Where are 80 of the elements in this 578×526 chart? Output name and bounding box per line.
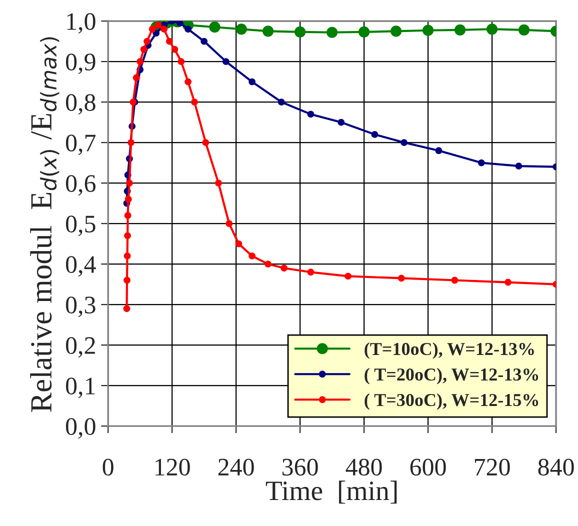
point bbox=[264, 260, 272, 268]
point bbox=[515, 162, 522, 170]
x-tick-label: 720 bbox=[474, 458, 510, 476]
point bbox=[124, 252, 131, 260]
point bbox=[451, 276, 458, 284]
point bbox=[200, 38, 208, 45]
x-tick-label: 480 bbox=[346, 458, 382, 476]
point bbox=[124, 232, 132, 240]
point bbox=[326, 26, 338, 38]
x-tick-label: 360 bbox=[282, 458, 318, 476]
point bbox=[123, 305, 130, 312]
point bbox=[124, 212, 132, 219]
y-tick-label: 0,7 bbox=[66, 134, 96, 156]
point bbox=[248, 252, 256, 260]
point bbox=[136, 58, 144, 66]
x-tick-label: 0 bbox=[102, 458, 114, 476]
point bbox=[215, 180, 222, 187]
point bbox=[144, 38, 150, 45]
point bbox=[176, 21, 184, 27]
x-axis-title: Time [min] bbox=[266, 480, 397, 504]
point bbox=[222, 58, 230, 66]
point bbox=[236, 24, 247, 35]
point bbox=[132, 74, 140, 82]
point bbox=[338, 118, 345, 126]
point bbox=[160, 26, 168, 33]
point bbox=[209, 22, 220, 33]
point bbox=[518, 24, 530, 36]
point bbox=[140, 46, 148, 53]
x-tick-label: 240 bbox=[218, 458, 254, 476]
point bbox=[124, 276, 130, 284]
point bbox=[154, 22, 162, 29]
point bbox=[422, 24, 434, 36]
point bbox=[278, 98, 285, 106]
point bbox=[307, 268, 314, 276]
point bbox=[478, 159, 485, 166]
point bbox=[504, 278, 512, 286]
point bbox=[454, 24, 466, 36]
point bbox=[262, 26, 274, 37]
y-tick-label: 0,8 bbox=[66, 94, 96, 115]
point bbox=[226, 220, 233, 228]
x-tick-label: 840 bbox=[538, 458, 574, 476]
point bbox=[126, 180, 133, 187]
point bbox=[191, 98, 198, 106]
y-tick-label: 0,2 bbox=[66, 337, 95, 358]
point bbox=[307, 110, 314, 118]
point bbox=[178, 58, 185, 66]
legend-label: (T=10oC), W=12-13% bbox=[364, 342, 534, 359]
y-tick-label: 0,9 bbox=[66, 54, 96, 74]
point bbox=[294, 26, 306, 38]
point bbox=[280, 264, 288, 272]
y-tick-label: 0,6 bbox=[66, 175, 96, 196]
y-tick-label: 0,4 bbox=[66, 256, 96, 277]
point bbox=[166, 38, 173, 45]
point bbox=[184, 78, 192, 86]
point bbox=[202, 139, 210, 146]
y-tick-label: 0,1 bbox=[66, 378, 95, 398]
y-tick-label: 1,0 bbox=[67, 13, 96, 34]
point bbox=[398, 274, 405, 282]
y-tick-label: 0,3 bbox=[66, 296, 96, 318]
point bbox=[248, 78, 256, 86]
y-tick-label: 0,0 bbox=[66, 418, 96, 439]
legend-label: ( T=30oC), W=12-15% bbox=[364, 393, 538, 410]
point bbox=[358, 26, 370, 38]
point bbox=[124, 196, 132, 203]
x-tick-label: 120 bbox=[156, 458, 190, 476]
point bbox=[486, 24, 498, 35]
y-tick-label: 0,5 bbox=[66, 216, 96, 236]
point bbox=[128, 139, 134, 146]
point bbox=[400, 139, 408, 146]
x-tick-label: 600 bbox=[410, 458, 446, 476]
y-axis-title: Relative modul E$_{d(x)}$ /E$_{d(max)}$ bbox=[30, 37, 60, 412]
point bbox=[152, 30, 160, 37]
point bbox=[171, 46, 178, 53]
point bbox=[344, 272, 352, 280]
point bbox=[435, 147, 442, 154]
point bbox=[390, 26, 402, 37]
point bbox=[235, 240, 242, 248]
point bbox=[371, 130, 378, 138]
legend-label: ( T=20oC), W=12-13% bbox=[364, 368, 538, 384]
point bbox=[148, 26, 156, 33]
